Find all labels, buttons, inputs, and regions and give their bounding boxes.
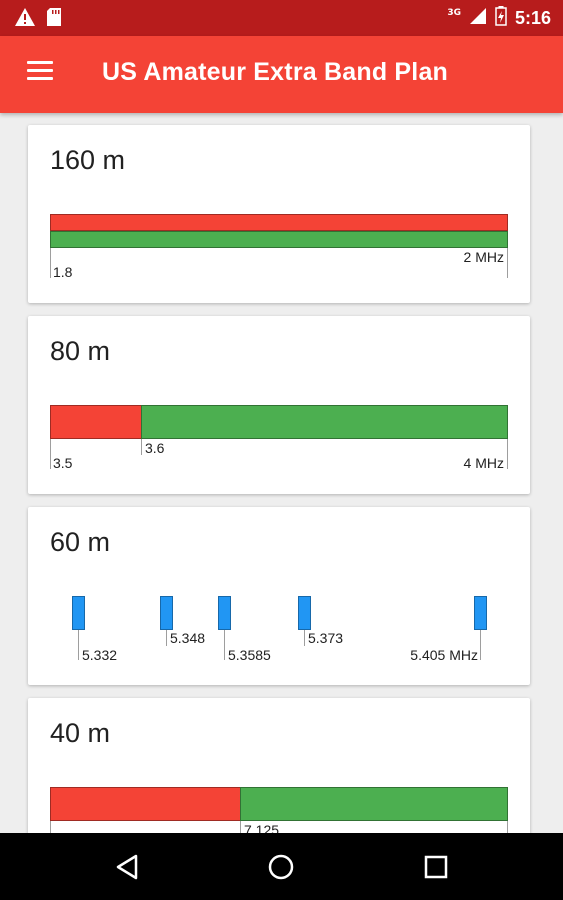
label-split: 7.125 [244,822,280,833]
channel-marker-3 [218,596,231,630]
band-chart: 3.6 3.5 4 MHz [50,405,508,485]
tick-start [50,439,51,469]
channel-tick-5 [480,630,481,660]
app-bar: US Amateur Extra Band Plan [0,36,563,113]
warning-icon [14,7,36,31]
band-card-160m[interactable]: 160 m 1.8 2 MHz [28,125,530,303]
segment-phone-image [240,787,508,821]
channel-tick-3 [224,630,225,660]
app-title: US Amateur Extra Band Plan [102,58,449,86]
tick-split [141,439,142,455]
status-bar: 3G 5:16 [0,0,563,36]
channel-marker-5 [474,596,487,630]
navigation-bar [0,833,563,900]
segment-cw-data [50,405,142,439]
band-title: 80 m [50,336,111,366]
band-card-60m[interactable]: 60 m 5.332 5.348 5.3585 5.373 5.405 MHz [28,507,530,685]
sd-card-icon [46,7,62,31]
tick-end [507,248,508,278]
channel-marker-2 [160,596,173,630]
label-start: 1.8 [53,264,73,280]
segment-phone-image [141,405,508,439]
label-start: 3.5 [53,455,73,471]
tick-start [50,248,51,278]
channel-tick-2 [166,630,167,646]
band-title: 160 m [50,145,126,175]
segment-phone-image [50,231,508,248]
channel-marker-1 [72,596,85,630]
channel-tick-1 [78,630,79,660]
channel-label-3: 5.3585 [228,647,271,663]
band-chart: 7.125 [50,787,508,833]
label-end: 2 MHz [463,249,504,265]
segment-cw-data [50,787,241,821]
battery-icon [495,6,507,30]
band-chart: 5.332 5.348 5.3585 5.373 5.405 MHz [50,596,508,676]
hamburger-menu-icon[interactable] [18,59,58,91]
band-card-40m[interactable]: 40 m 7.125 [28,698,530,833]
channel-label-2: 5.348 [170,630,206,646]
band-title: 40 m [50,718,111,748]
label-split: 3.6 [145,440,165,456]
channel-marker-4 [298,596,311,630]
tick-end [507,439,508,469]
recents-icon[interactable] [416,851,456,883]
tick-start [50,821,51,833]
signal-icon [469,7,487,29]
band-title: 60 m [50,527,111,557]
tick-split [240,821,241,833]
band-list[interactable]: 160 m 1.8 2 MHz 80 m 3.6 3.5 4 MHz 60 m [0,113,563,833]
label-end: 4 MHz [463,455,504,471]
channel-label-5: 5.405 MHz [410,647,478,663]
tick-end [507,821,508,833]
channel-label-4: 5.373 [308,630,344,646]
channel-tick-4 [304,630,305,646]
back-icon[interactable] [108,851,148,883]
channel-label-1: 5.332 [82,647,118,663]
network-type-label: 3G [447,8,461,18]
band-card-80m[interactable]: 80 m 3.6 3.5 4 MHz [28,316,530,494]
home-icon[interactable] [261,851,301,883]
segment-cw-data [50,214,508,231]
clock: 5:16 [514,7,551,28]
band-chart: 1.8 2 MHz [50,214,508,294]
